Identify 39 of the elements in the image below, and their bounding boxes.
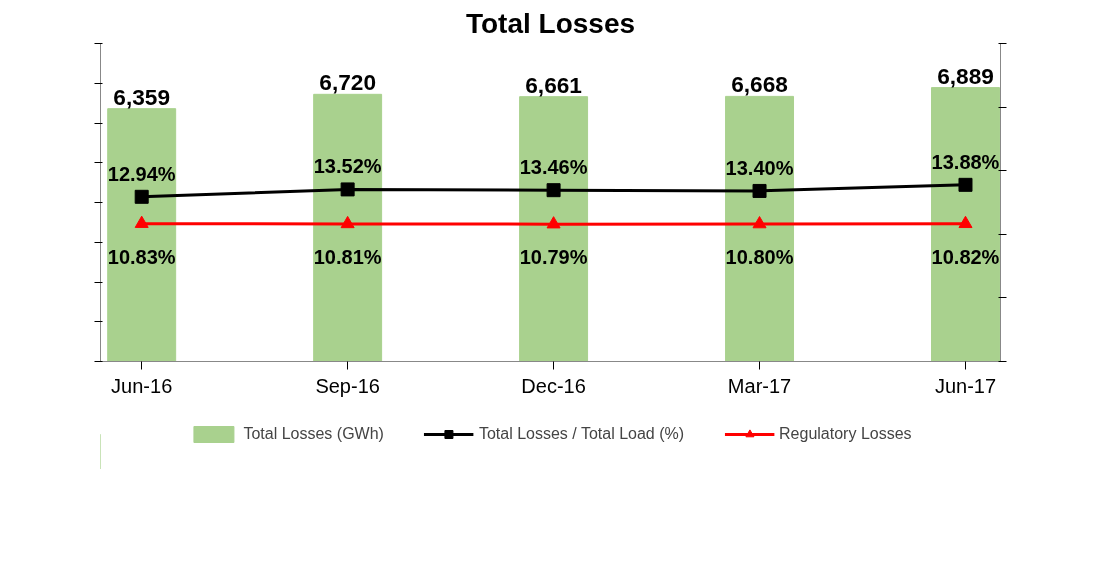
point: [134, 189, 149, 204]
chart-title: Total Losses: [465, 7, 636, 39]
data-label: 13.46%: [519, 156, 588, 179]
bar: [519, 96, 589, 362]
x-tick-label: Jun-17: [934, 374, 997, 397]
point: [546, 183, 561, 198]
x-tick-label: Jun-16: [111, 374, 173, 397]
point: [340, 215, 355, 229]
bar: [107, 108, 177, 362]
data-label: 13.40%: [725, 156, 794, 179]
data-label: 13.88%: [931, 150, 1000, 173]
data-label: 6,889: [937, 62, 994, 89]
x-tick-label: Mar-17: [727, 374, 792, 397]
x-tick-label: Dec-16: [521, 374, 586, 397]
data-label: 12.94%: [107, 162, 176, 185]
legend-label: Regulatory Losses: [779, 425, 912, 443]
point: [752, 216, 767, 229]
data-label: 13.52%: [313, 155, 382, 178]
bar: [931, 87, 1000, 362]
data-label: 10.83%: [107, 245, 176, 268]
point: [958, 177, 973, 192]
bar: [313, 93, 383, 362]
data-label: 6,668: [731, 71, 788, 98]
data-label: 10.80%: [725, 246, 794, 269]
data-label: 6,720: [319, 69, 376, 96]
x-tick-label: Sep-16: [315, 374, 380, 397]
legend-label: Total Losses / Total Load (%): [478, 425, 685, 443]
bar: [725, 95, 795, 362]
point: [546, 216, 561, 229]
data-label: 10.81%: [313, 245, 382, 268]
point: [958, 215, 973, 229]
data-label: 10.79%: [519, 246, 588, 269]
point: [340, 182, 355, 197]
legend-label: Total Losses (GWh): [243, 425, 384, 443]
data-label: 6,661: [525, 71, 582, 98]
point: [134, 215, 149, 228]
data-label: 6,359: [113, 83, 171, 110]
point: [752, 183, 767, 198]
data-label: 10.82%: [931, 245, 1000, 268]
